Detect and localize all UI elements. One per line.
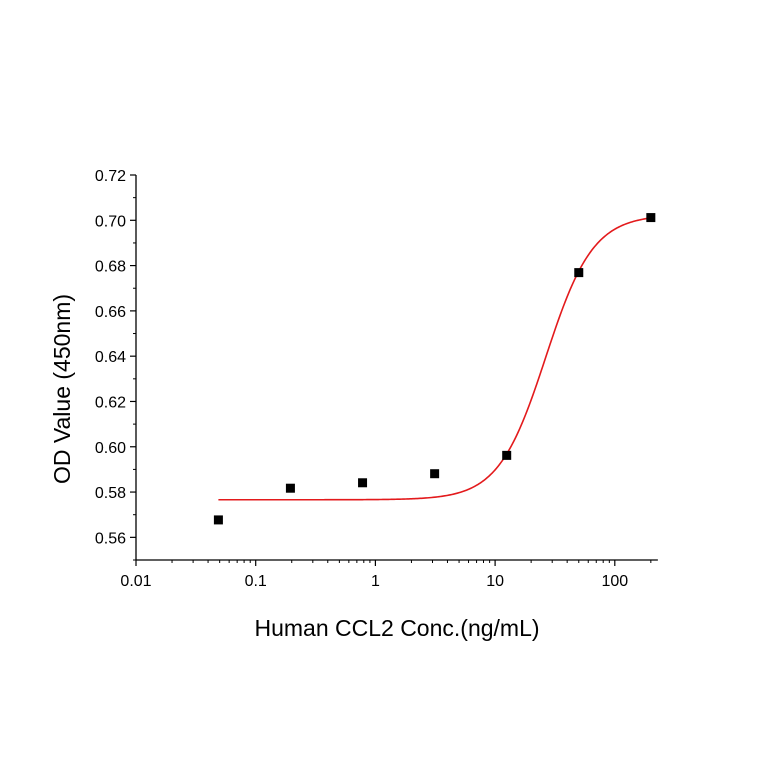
y-tick-label: 0.70 bbox=[95, 213, 126, 230]
y-tick-label: 0.68 bbox=[95, 259, 126, 276]
fit-curve bbox=[218, 217, 651, 501]
x-tick-label: 100 bbox=[601, 573, 628, 590]
data-point bbox=[502, 450, 512, 460]
x-tick-label: 0.01 bbox=[120, 573, 151, 590]
data-points bbox=[213, 213, 656, 525]
data-point bbox=[285, 483, 295, 493]
data-point bbox=[574, 268, 584, 278]
axes bbox=[135, 175, 658, 561]
y-tick-label: 0.58 bbox=[95, 485, 126, 502]
x-axis-label: Human CCL2 Conc.(ng/mL) bbox=[254, 615, 539, 641]
ticks: 0.56 0.58 0.60 0.62 0.64 0.66 0.68 0.70 0.72 0.01… bbox=[95, 168, 652, 590]
y-tick-label: 0.64 bbox=[95, 349, 126, 366]
data-point bbox=[646, 213, 656, 223]
y-tick-label: 0.62 bbox=[95, 394, 126, 411]
data-point bbox=[213, 515, 223, 525]
data-point bbox=[430, 469, 440, 479]
y-tick-label: 0.72 bbox=[95, 168, 126, 185]
x-tick-label: 10 bbox=[486, 573, 504, 590]
y-tick-label: 0.60 bbox=[95, 440, 126, 457]
y-axis-label: OD Value (450nm) bbox=[49, 294, 75, 484]
x-tick-label: 1 bbox=[371, 573, 380, 590]
y-tick-label: 0.66 bbox=[95, 304, 126, 321]
y-tick-label: 0.56 bbox=[95, 530, 126, 547]
data-point bbox=[358, 478, 368, 488]
x-tick-label: 0.1 bbox=[245, 573, 267, 590]
